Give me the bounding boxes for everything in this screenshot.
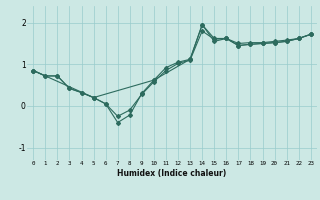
X-axis label: Humidex (Indice chaleur): Humidex (Indice chaleur) bbox=[117, 169, 227, 178]
